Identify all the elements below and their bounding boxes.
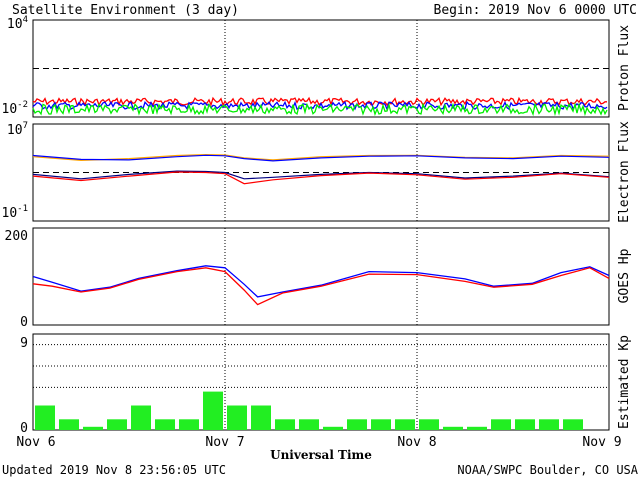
credit-line: NOAA/SWPC Boulder, CO USA — [457, 463, 638, 477]
proton-series-1 — [32, 100, 608, 112]
xtick-nov8: Nov 8 — [397, 435, 436, 450]
proton-ytick-top: 104 — [7, 15, 28, 32]
kp-bar — [395, 419, 415, 430]
xtick-nov7: Nov 7 — [205, 435, 244, 450]
electron-ytick-top: 107 — [7, 121, 28, 138]
electron-series-2 — [32, 170, 610, 180]
goes-hp-label: GOES Hp — [617, 248, 632, 303]
hp-ytick-top: 200 — [5, 229, 28, 244]
proton-series-2 — [32, 102, 608, 117]
kp-bar — [155, 419, 175, 430]
kp-bar — [59, 419, 79, 430]
kp-bar — [251, 405, 271, 430]
goes-hp-panel — [32, 227, 610, 326]
kp-bar — [35, 405, 55, 430]
kp-bar — [491, 419, 511, 430]
hp-ytick-bottom: 0 — [20, 315, 28, 330]
electron-panel — [32, 123, 610, 222]
plot-title: Satellite Environment (3 day) — [12, 3, 239, 18]
kp-bar — [515, 419, 535, 430]
kp-bar — [371, 419, 391, 430]
kp-bar — [203, 391, 223, 430]
kp-bar — [563, 419, 583, 430]
kp-bar — [299, 419, 319, 430]
kp-bar — [323, 426, 343, 430]
electron-series-0 — [32, 153, 610, 162]
xtick-nov9: Nov 9 — [582, 435, 621, 450]
kp-ytick-top: 9 — [20, 336, 28, 351]
kp-bar — [347, 419, 367, 430]
electron-ytick-bottom: 10-1 — [2, 204, 29, 221]
updated-timestamp: Updated 2019 Nov 8 23:56:05 UTC — [2, 463, 226, 477]
estimated-kp-label: Estimated Kp — [617, 335, 632, 429]
kp-bar — [539, 419, 559, 430]
kp-bar — [443, 426, 463, 430]
kp-bar — [467, 426, 487, 430]
electron-flux-label: Electron Flux — [617, 121, 632, 223]
kp-bar — [275, 419, 295, 430]
kp-bar — [107, 419, 127, 430]
begin-date: Begin: 2019 Nov 6 0000 UTC — [434, 3, 638, 18]
proton-ytick-bottom: 10-2 — [2, 100, 29, 117]
kp-panel — [32, 333, 610, 431]
electron-series-1 — [32, 154, 610, 162]
x-axis-title: Universal Time — [270, 448, 372, 462]
kp-bar — [131, 405, 151, 430]
electron-series-3 — [32, 171, 610, 185]
proton-flux-label: Proton Flux — [617, 25, 632, 111]
hp-series-1 — [32, 267, 610, 306]
kp-ytick-bottom: 0 — [20, 421, 28, 436]
proton-series-0 — [32, 96, 607, 107]
kp-bar — [179, 419, 199, 430]
kp-bar — [419, 419, 439, 430]
kp-bar — [83, 426, 103, 430]
kp-bar — [227, 405, 247, 430]
xtick-nov6: Nov 6 — [16, 435, 55, 450]
hp-series-0 — [32, 265, 610, 298]
